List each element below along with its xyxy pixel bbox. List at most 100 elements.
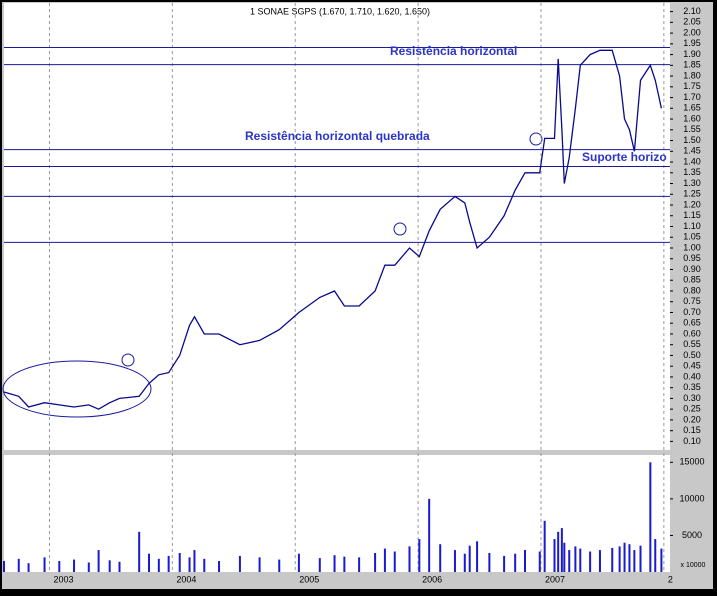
y-tick-label: 0.15 <box>683 425 701 435</box>
volume-bar <box>557 531 560 572</box>
volume-bar <box>218 561 221 572</box>
y-tick-label: 0.55 <box>683 339 701 349</box>
y-tick-label: 0.65 <box>683 318 701 328</box>
y-tick-label: 1.30 <box>683 178 701 188</box>
x-tick-label: 2007 <box>545 574 565 584</box>
y-tick-label: 2.00 <box>683 27 701 37</box>
volume-bar <box>611 547 614 572</box>
y-tick-label: 0.90 <box>683 264 701 274</box>
y-tick-label: 1.25 <box>683 189 701 199</box>
volume-bar <box>393 551 396 572</box>
volume-bar <box>563 542 566 572</box>
y-tick-label: 0.50 <box>683 350 701 360</box>
y-tick-label: 0.20 <box>683 414 701 424</box>
y-tick-label: 1.45 <box>683 146 701 156</box>
volume-bar <box>553 539 556 572</box>
volume-bar <box>574 546 577 572</box>
volume-bar <box>167 555 170 572</box>
volume-bar <box>178 552 181 572</box>
volume-bar <box>358 557 361 572</box>
volume-bar <box>463 553 466 572</box>
volume-bar <box>453 550 456 572</box>
y-tick-label: 1.15 <box>683 210 701 220</box>
y-tick-label: 1.85 <box>683 60 701 70</box>
volume-bar <box>654 539 657 572</box>
volume-bar <box>138 531 141 572</box>
y-tick-label: 1.80 <box>683 70 701 80</box>
smileys <box>121 132 543 367</box>
y-tick-label: 1.90 <box>683 49 701 59</box>
volume-bar <box>543 520 546 572</box>
y-tick-label: 0.40 <box>683 371 701 381</box>
volume-bar <box>118 561 121 572</box>
volume-bar <box>333 555 336 572</box>
volume-bar <box>343 556 346 572</box>
volume-bar <box>383 548 386 572</box>
y-tick-label: 1.05 <box>683 232 701 242</box>
volume-unit: x 10000 <box>681 562 706 569</box>
highlight-ellipse <box>2 360 152 418</box>
y-tick-label: 0.95 <box>683 253 701 263</box>
volume-bar <box>297 553 300 572</box>
volume-bar <box>538 551 541 572</box>
volume-bar <box>439 544 442 572</box>
annotation: Resistência horizontal <box>390 44 517 58</box>
chart-title: 1 SONAE SGPS (1.670, 1.710, 1.620, 1.650… <box>250 6 430 16</box>
y-tick-label: 0.60 <box>683 328 701 338</box>
volume-bar <box>193 550 196 572</box>
y-tick-label: 1.75 <box>683 81 701 91</box>
volume-bar <box>147 553 150 572</box>
volume-bar <box>318 558 321 572</box>
y-tick-label: 1.10 <box>683 221 701 231</box>
volume-bar <box>97 550 100 572</box>
volume-bar <box>514 553 517 572</box>
volume-bar <box>579 548 582 572</box>
y-tick-label: 1.00 <box>683 242 701 252</box>
y-tick-label: 0.80 <box>683 285 701 295</box>
volume-bar <box>524 550 527 572</box>
y-tick-label: 0.45 <box>683 361 701 371</box>
volume-bar <box>639 545 642 572</box>
y2-tick-label: 15000 <box>679 457 704 467</box>
volume-bar <box>17 558 20 572</box>
y-tick-label: 0.35 <box>683 382 701 392</box>
y-tick-label: 1.55 <box>683 124 701 134</box>
volume-bar <box>623 542 626 572</box>
price-line <box>3 49 663 410</box>
volume-bar <box>468 545 471 572</box>
y-tick-label: 1.95 <box>683 38 701 48</box>
y-tick-label: 0.85 <box>683 275 701 285</box>
y-tick-label: 1.60 <box>683 113 701 123</box>
y-tick-label: 0.10 <box>683 436 701 446</box>
price-plot <box>4 3 670 450</box>
y2-tick-label: 10000 <box>679 493 704 503</box>
y-tick-label: 0.70 <box>683 307 701 317</box>
y-tick-label: 2.10 <box>683 6 701 16</box>
volume-bar <box>408 546 411 572</box>
x-tick-label: 2004 <box>176 574 196 584</box>
volume-bar <box>568 550 571 572</box>
volume-bar <box>108 560 111 572</box>
volume-bar <box>503 555 506 572</box>
volume-bar <box>278 559 281 572</box>
y2-tick-label: 5000 <box>682 530 702 540</box>
volume-bar <box>589 551 592 572</box>
volume-bar <box>618 546 621 572</box>
y-tick-label: 0.30 <box>683 393 701 403</box>
volume-bar <box>87 562 90 572</box>
y-tick-label: 0.25 <box>683 404 701 414</box>
y-tick-label: 1.35 <box>683 167 701 177</box>
volume-bar <box>560 528 563 572</box>
annotation: Suporte horizo <box>582 150 667 164</box>
y-tick-label: 1.40 <box>683 156 701 166</box>
volume-bar <box>488 552 491 572</box>
x-tick-label: 2003 <box>53 574 73 584</box>
volume-bar <box>73 559 76 572</box>
volume-bar <box>27 563 30 572</box>
volume-bar <box>428 498 431 572</box>
x-tick-label: 2 <box>668 574 673 584</box>
volume-bar <box>628 544 631 572</box>
volume-bar <box>418 539 421 572</box>
